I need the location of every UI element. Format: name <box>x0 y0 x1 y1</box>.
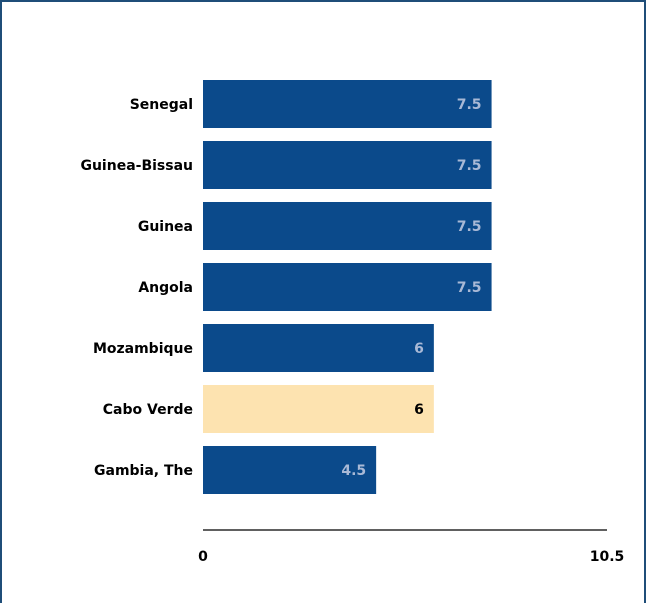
category-label: Guinea <box>138 219 193 235</box>
bar <box>203 80 492 128</box>
category-label: Cabo Verde <box>103 402 193 418</box>
bar <box>203 263 492 311</box>
x-tick-label: 10.5 <box>590 549 625 565</box>
category-label: Gambia, The <box>94 463 193 479</box>
value-label: 6 <box>414 341 424 357</box>
category-label: Senegal <box>130 97 193 113</box>
bar <box>203 141 492 189</box>
category-label: Mozambique <box>93 341 193 357</box>
value-label: 6 <box>414 402 424 418</box>
x-tick-label: 0 <box>198 549 208 565</box>
bar <box>203 324 434 372</box>
value-label: 7.5 <box>457 97 482 113</box>
value-label: 7.5 <box>457 280 482 296</box>
bar <box>203 446 377 494</box>
category-label: Angola <box>138 280 193 296</box>
value-label: 7.5 <box>457 158 482 174</box>
bar <box>203 385 434 433</box>
category-label: Guinea-Bissau <box>80 158 193 174</box>
value-label: 4.5 <box>341 463 366 479</box>
bar <box>203 202 492 250</box>
value-label: 7.5 <box>457 219 482 235</box>
